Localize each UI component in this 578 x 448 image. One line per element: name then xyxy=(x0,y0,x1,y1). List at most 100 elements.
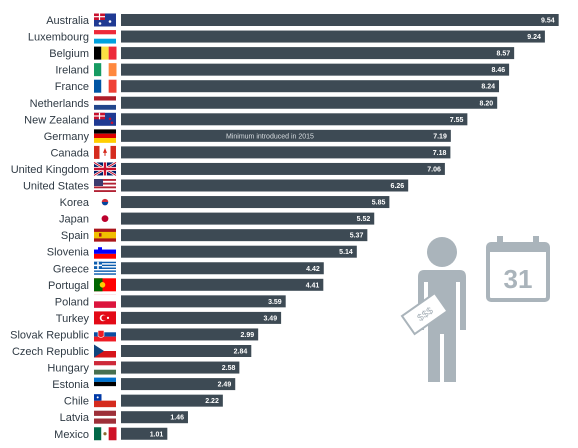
flag-portugal-icon xyxy=(94,278,116,292)
bar xyxy=(121,14,559,26)
value-label: 5.37 xyxy=(350,233,364,240)
flag-japan-icon xyxy=(94,212,116,226)
bar xyxy=(121,245,357,258)
bar xyxy=(121,47,515,60)
category-label: United Kingdom xyxy=(11,164,89,176)
category-label: Slovenia xyxy=(47,247,90,259)
value-label: 2.58 xyxy=(222,365,236,372)
flag-estonia-icon xyxy=(94,377,116,392)
value-label: 2.22 xyxy=(205,398,219,405)
bar xyxy=(121,162,445,175)
category-label: Hungary xyxy=(47,363,89,375)
flag-turkey-icon xyxy=(94,311,116,325)
value-label: 7.06 xyxy=(427,166,441,173)
bar xyxy=(121,196,390,209)
bar xyxy=(121,278,324,291)
category-label: New Zealand xyxy=(24,114,89,126)
flag-latvia-icon xyxy=(94,410,116,424)
bar xyxy=(121,146,451,159)
flag-spain-icon xyxy=(94,228,116,242)
value-label: 9.54 xyxy=(541,18,555,25)
category-label: United States xyxy=(23,181,90,193)
bar xyxy=(121,361,240,374)
category-label: Canada xyxy=(50,147,89,159)
flag-belgium-icon xyxy=(94,46,117,60)
value-label: 2.84 xyxy=(234,349,248,356)
bar xyxy=(121,411,188,424)
flag-france-icon xyxy=(94,79,117,93)
money-bill: $$$ xyxy=(400,291,449,336)
category-label: Greece xyxy=(53,263,89,275)
value-label: 8.57 xyxy=(497,51,511,58)
bar xyxy=(121,345,252,357)
category-label: Japan xyxy=(59,214,89,226)
category-label: Ireland xyxy=(55,65,89,77)
category-label: Portugal xyxy=(48,280,89,292)
calendar-day: 31 xyxy=(504,264,533,294)
bar xyxy=(121,427,168,440)
person-head xyxy=(427,237,457,267)
person-holding-money-icon: $$$ xyxy=(400,237,466,382)
value-label: 6.26 xyxy=(391,183,405,190)
value-label: 1.01 xyxy=(150,431,164,438)
category-label: Czech Republic xyxy=(12,346,90,358)
flag-netherlands-icon xyxy=(94,96,116,110)
bar xyxy=(121,113,468,126)
value-label: 1.46 xyxy=(170,415,184,422)
value-label: 5.14 xyxy=(339,249,353,256)
value-label: 4.42 xyxy=(306,266,320,273)
category-label: Spain xyxy=(61,230,89,242)
value-label: 8.24 xyxy=(481,84,495,91)
bar xyxy=(121,96,498,109)
bar xyxy=(121,129,451,142)
bar xyxy=(121,80,500,93)
bar xyxy=(121,179,409,192)
category-label: Korea xyxy=(60,197,90,209)
value-label: 9.24 xyxy=(527,34,541,41)
value-label: 3.59 xyxy=(268,299,282,306)
flag-germany-icon xyxy=(94,129,116,143)
flag-korea-icon xyxy=(94,195,116,209)
flag-slovak-republic-icon xyxy=(94,327,116,342)
value-label: 3.49 xyxy=(263,315,277,322)
category-label: Belgium xyxy=(49,48,89,60)
category-label: Turkey xyxy=(56,313,90,325)
category-label: Poland xyxy=(55,296,89,308)
flag-new-zealand-icon xyxy=(94,112,116,126)
value-label: 7.18 xyxy=(433,150,447,157)
value-label: 2.49 xyxy=(218,382,232,389)
value-label: 8.46 xyxy=(491,67,505,74)
flag-chile-icon xyxy=(94,394,116,408)
category-label: Luxembourg xyxy=(28,32,89,44)
bar xyxy=(121,394,223,407)
category-label: Estonia xyxy=(52,379,90,391)
bar xyxy=(121,311,282,324)
flag-ireland-icon xyxy=(94,63,117,77)
category-label: Mexico xyxy=(54,429,89,441)
bar xyxy=(121,295,286,308)
category-label: Latvia xyxy=(60,412,90,424)
value-label: 4.41 xyxy=(306,282,320,289)
value-label: 8.20 xyxy=(480,100,494,107)
flag-australia-icon xyxy=(94,13,116,27)
bar xyxy=(121,212,375,225)
calendar-icon: 31 xyxy=(486,236,550,302)
flag-united-states-icon xyxy=(94,179,116,192)
category-label: Australia xyxy=(46,15,90,27)
bar xyxy=(121,30,545,43)
bar xyxy=(121,262,324,275)
value-label: 5.52 xyxy=(357,216,371,223)
category-label: Slovak Republic xyxy=(10,329,89,341)
flag-canada-icon xyxy=(94,145,116,159)
annotation-label: Minimum introduced in 2015 xyxy=(226,133,314,140)
category-label: Chile xyxy=(64,396,89,408)
value-label: 7.19 xyxy=(433,133,447,140)
flag-united-kingdom-icon xyxy=(93,161,117,177)
flag-poland-icon xyxy=(94,294,116,308)
value-label: 7.55 xyxy=(450,117,464,124)
flag-czech-republic-icon xyxy=(94,344,116,358)
flag-mexico-icon xyxy=(94,427,117,441)
bar xyxy=(121,328,259,341)
bar xyxy=(121,63,510,76)
